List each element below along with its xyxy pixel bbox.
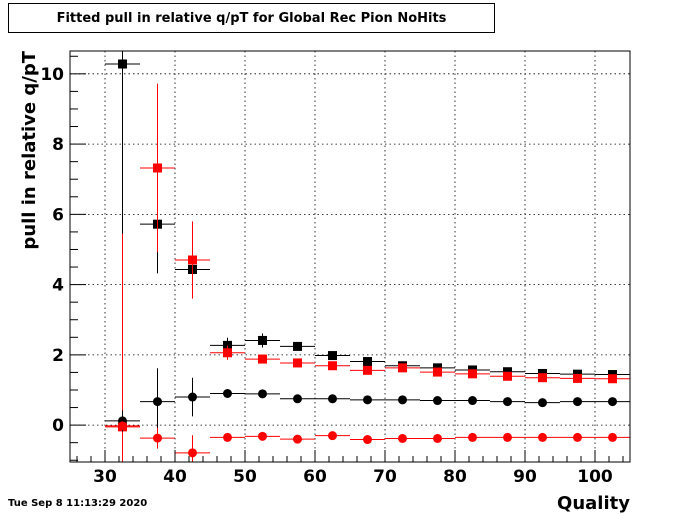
data-point xyxy=(223,348,232,358)
data-point xyxy=(153,163,162,173)
data-point xyxy=(503,367,512,377)
x-tick-label: 100 xyxy=(577,467,613,487)
data-layer xyxy=(105,51,630,462)
data-point xyxy=(573,397,582,407)
timestamp: Tue Sep 8 11:13:29 2020 xyxy=(8,498,148,509)
data-point xyxy=(188,448,197,458)
data-point xyxy=(363,395,372,405)
chart-title: Fitted pull in relative q/pT for Global … xyxy=(56,11,447,26)
data-point xyxy=(468,432,477,442)
title-box: Fitted pull in relative q/pT for Global … xyxy=(8,3,495,33)
data-point xyxy=(398,433,407,443)
data-point xyxy=(223,340,232,350)
x-tick-label: 30 xyxy=(93,467,117,487)
y-tick-label: 2 xyxy=(52,346,64,366)
data-point xyxy=(538,398,547,408)
y-tick-label: 8 xyxy=(52,135,64,155)
data-point xyxy=(293,434,302,444)
data-point xyxy=(398,395,407,405)
data-point xyxy=(538,373,547,383)
data-point xyxy=(503,432,512,442)
x-tick-label: 40 xyxy=(163,467,187,487)
data-point xyxy=(153,433,162,443)
data-point xyxy=(468,369,477,379)
data-point xyxy=(573,432,582,442)
data-point xyxy=(293,358,302,368)
y-axis-label: pull in relative q/pT xyxy=(19,50,40,249)
x-axis-label: Quality xyxy=(557,493,630,514)
series-3 xyxy=(105,421,630,462)
data-point xyxy=(293,341,302,351)
x-tick-label: 80 xyxy=(443,467,467,487)
data-point xyxy=(188,392,197,402)
data-point xyxy=(468,396,477,406)
data-point xyxy=(328,431,337,441)
data-point xyxy=(223,389,232,398)
data-point xyxy=(433,433,442,443)
data-point xyxy=(258,335,267,345)
data-point xyxy=(363,435,372,445)
y-tick-label: 4 xyxy=(52,276,64,296)
data-point xyxy=(363,365,372,375)
data-point xyxy=(433,396,442,406)
series-2 xyxy=(105,368,630,435)
data-point xyxy=(433,367,442,377)
y-tick-label: 10 xyxy=(40,65,64,85)
data-point xyxy=(538,432,547,442)
data-point xyxy=(258,431,267,441)
data-point xyxy=(608,374,617,384)
data-point xyxy=(363,357,372,367)
y-tick-label: 0 xyxy=(52,416,64,436)
data-point xyxy=(258,354,267,364)
data-point xyxy=(503,397,512,407)
data-point xyxy=(118,59,127,69)
grid xyxy=(70,51,630,462)
data-point xyxy=(608,397,617,407)
data-point xyxy=(153,397,162,407)
data-point xyxy=(608,432,617,442)
data-point xyxy=(258,389,267,399)
plot-frame xyxy=(69,50,631,463)
axes: 30 40 50 60 70 80 90 100 0 2 4 6 8 10 xyxy=(40,55,624,487)
data-point xyxy=(573,373,582,383)
series-1 xyxy=(105,83,630,462)
data-point xyxy=(223,432,232,442)
x-tick-label: 70 xyxy=(373,467,397,487)
data-point xyxy=(328,351,337,361)
x-tick-label: 60 xyxy=(303,467,327,487)
data-point xyxy=(328,394,337,404)
data-point xyxy=(328,361,337,371)
data-point xyxy=(293,394,302,404)
data-point xyxy=(118,421,127,431)
x-tick-label: 50 xyxy=(233,467,257,487)
y-tick-label: 6 xyxy=(52,205,64,225)
x-tick-label: 90 xyxy=(513,467,537,487)
series-0 xyxy=(105,51,630,451)
data-point xyxy=(503,371,512,381)
data-point xyxy=(188,255,197,265)
data-point xyxy=(398,363,407,373)
